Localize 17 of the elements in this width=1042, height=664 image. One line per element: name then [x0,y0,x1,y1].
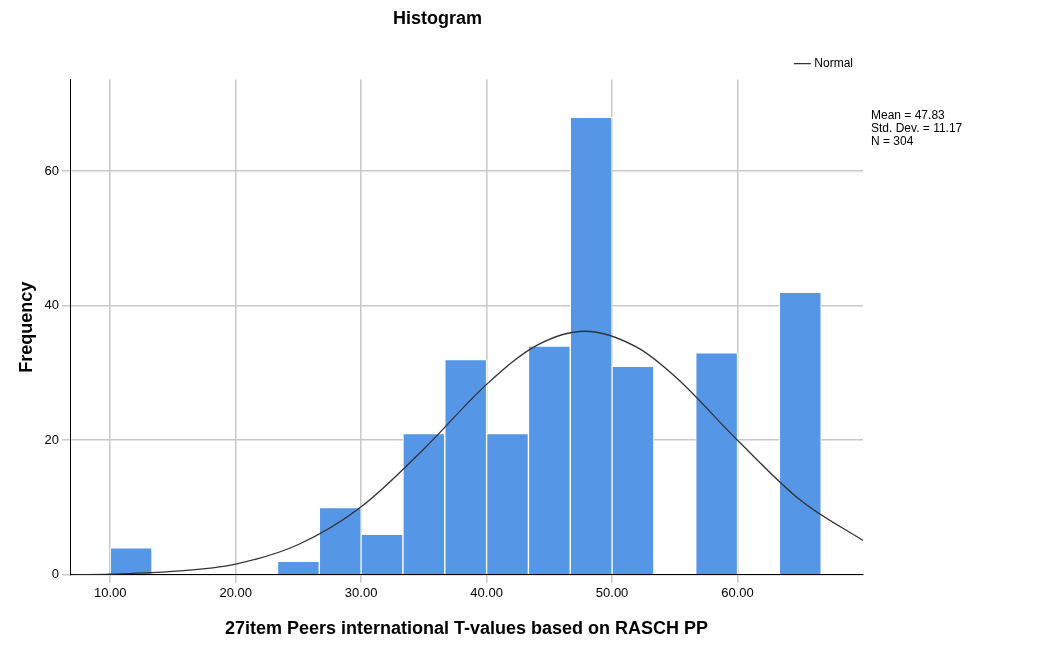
x-tick-label: 10.00 [93,585,127,601]
x-tick-label: 40.00 [470,585,503,601]
y-axis-title: Frequency [15,281,36,373]
x-tick-label: 20.00 [219,585,252,601]
y-tick-label: 20 [44,431,60,447]
x-tick-label: 50.00 [595,585,629,601]
text: N = 304 [871,133,914,148]
chart-title: Histogram [392,7,483,28]
y-tick-label: 60 [44,162,60,178]
x-tick-label: 30.00 [344,585,378,601]
y-tick-label: 40 [44,297,60,313]
x-tick-label: 60.00 [721,585,754,601]
legend-label: Normal [814,55,853,70]
text: Std. Dev. = 11.17 [871,120,963,135]
x-axis-title: 27item Peers international T-values based on RASCH PP [224,618,709,639]
y-tick-label: 0 [51,566,60,582]
text: Mean = 47.83 [871,107,946,122]
